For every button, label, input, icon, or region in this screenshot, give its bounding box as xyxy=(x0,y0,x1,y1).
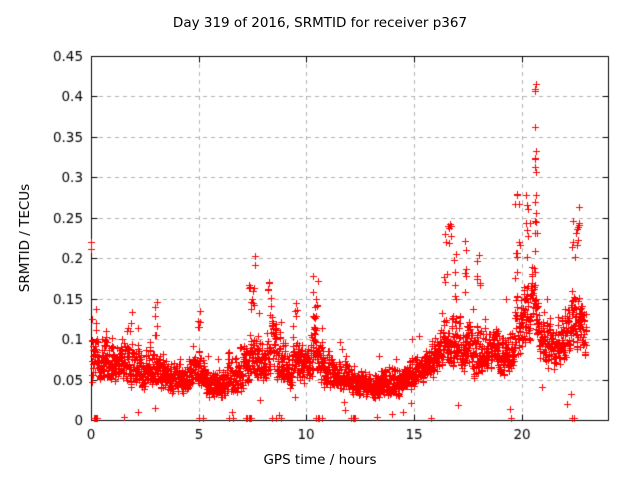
chart-title: Day 319 of 2016, SRMTID for receiver p36… xyxy=(172,15,468,31)
y-axis-label-text: SRMTID / TECUs xyxy=(17,183,33,293)
x-axis-label: GPS time / hours xyxy=(263,452,377,468)
